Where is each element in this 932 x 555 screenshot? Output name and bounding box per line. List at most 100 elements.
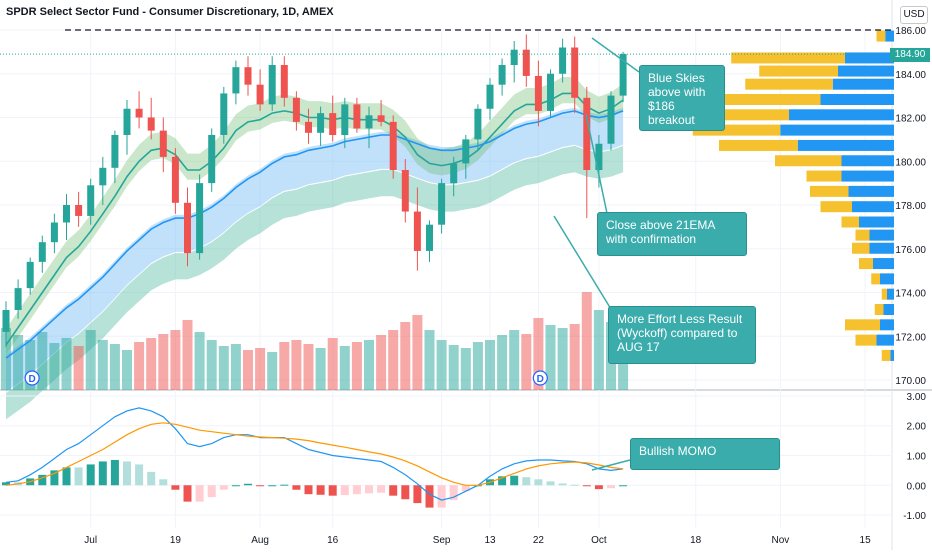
volume-bar xyxy=(460,348,471,390)
candle-body xyxy=(377,115,385,122)
currency-button[interactable]: USD xyxy=(900,6,928,24)
volume-bar xyxy=(291,340,302,390)
candle xyxy=(329,95,337,142)
vp-bar-b xyxy=(832,78,894,90)
vp-bar-a xyxy=(692,124,781,136)
vp-bar-b xyxy=(841,155,894,167)
candle-body xyxy=(619,54,627,96)
candle xyxy=(426,220,433,262)
vp-bar-a xyxy=(698,109,789,121)
candle xyxy=(159,117,167,173)
callout-effort-result[interactable]: More Effort Less Result (Wyckoff) compar… xyxy=(608,306,756,364)
callout-blue-skies[interactable]: Blue Skies above with $186 breakout xyxy=(639,65,725,131)
macd-histogram-bar xyxy=(183,485,192,502)
volume-bar xyxy=(206,340,217,390)
candle xyxy=(184,187,191,267)
volume-bar xyxy=(194,332,205,390)
macd-histogram-bar xyxy=(38,474,47,486)
vp-row xyxy=(692,124,894,136)
volume-bar xyxy=(351,342,362,390)
volume-bar xyxy=(170,330,181,390)
vp-bar-a xyxy=(855,229,870,241)
candle-body xyxy=(184,202,191,254)
macd-histogram-bar xyxy=(219,485,228,490)
vp-bar-a xyxy=(855,334,877,346)
candle xyxy=(317,106,325,146)
volume-bar xyxy=(230,344,241,390)
macd-histogram-bar xyxy=(123,461,131,486)
candle xyxy=(559,38,567,83)
volume-bar xyxy=(134,342,145,390)
macd-histogram-bar xyxy=(461,485,470,492)
candle-body xyxy=(50,222,58,243)
candle xyxy=(413,187,421,271)
vp-row xyxy=(852,242,894,254)
candle xyxy=(498,58,506,96)
vp-row xyxy=(881,288,894,300)
candle-body xyxy=(38,242,46,262)
candle-body xyxy=(498,65,506,85)
vp-bar-a xyxy=(841,216,859,228)
candle xyxy=(2,301,10,348)
time-tick-label: 19 xyxy=(170,535,182,546)
callout-pointer-momo xyxy=(591,459,631,471)
vp-bar-a xyxy=(775,155,842,167)
candles[interactable] xyxy=(2,34,627,348)
macd-line xyxy=(5,407,624,501)
dividend-letter: D xyxy=(537,374,544,385)
candle-body xyxy=(14,288,22,310)
candle-body xyxy=(135,108,143,118)
time-tick-label: 16 xyxy=(327,535,339,546)
macd-histogram-bar xyxy=(425,485,434,508)
time-tick-label: 18 xyxy=(690,535,702,546)
volume-bar xyxy=(400,322,411,390)
price-tick-label: 182.00 xyxy=(895,114,926,125)
candle xyxy=(99,156,107,205)
candle-body xyxy=(534,75,542,111)
volume-bar xyxy=(509,330,520,390)
candle xyxy=(280,56,288,107)
vp-bar-a xyxy=(845,319,880,331)
vp-bar-b xyxy=(838,65,894,77)
macd-histogram-bar xyxy=(389,485,398,496)
macd-tick-label: 3.00 xyxy=(907,392,927,403)
candle-body xyxy=(522,49,530,76)
ema-slow-line xyxy=(5,110,624,359)
macd-histogram-bar xyxy=(98,461,107,486)
volume-bar xyxy=(122,350,132,390)
callout-bullish-momo[interactable]: Bullish MOMO xyxy=(630,438,780,470)
volume-bar xyxy=(436,340,447,390)
candle-body xyxy=(268,65,276,105)
macd-histogram-bar xyxy=(316,485,325,495)
vp-bar-a xyxy=(820,201,852,213)
time-tick-label: 13 xyxy=(484,535,496,546)
dividend-letter: D xyxy=(28,374,35,385)
macd-histogram-bar xyxy=(437,485,446,508)
candle xyxy=(196,174,204,260)
vp-bar-b xyxy=(780,124,894,136)
volume-bar xyxy=(267,352,278,390)
vp-bar-a xyxy=(745,78,833,90)
price-tick-label: 180.00 xyxy=(895,157,926,168)
candle-body xyxy=(292,97,300,122)
candle-body xyxy=(365,115,373,129)
candle-body xyxy=(196,183,204,254)
candle-body xyxy=(474,108,482,140)
vp-bar-a xyxy=(810,185,849,197)
callout-close-above-21ema[interactable]: Close above 21EMA with confirmation xyxy=(597,212,747,256)
candle-body xyxy=(147,117,155,131)
time-tick-label: Nov xyxy=(772,535,790,546)
candle-body xyxy=(99,167,107,186)
vp-row xyxy=(845,319,894,331)
macd-tick-label: 2.00 xyxy=(907,422,927,433)
macd-histogram-bar xyxy=(62,467,71,486)
macd-histogram-bar xyxy=(304,485,313,495)
callout-pointer-blue-skies xyxy=(591,37,640,73)
price-tick-label: 176.00 xyxy=(895,245,926,256)
candle xyxy=(111,130,119,184)
macd-tick-label: 0.00 xyxy=(907,481,927,492)
vp-bar-b xyxy=(890,349,894,361)
time-tick-label: Sep xyxy=(433,535,451,546)
candle xyxy=(292,91,300,131)
vp-row xyxy=(806,170,894,182)
